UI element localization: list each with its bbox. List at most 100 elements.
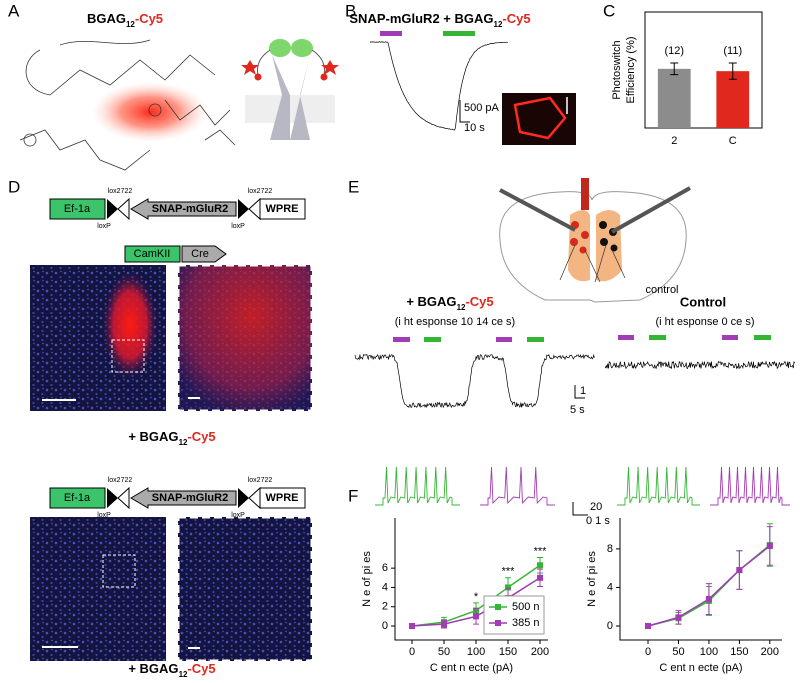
scale-label: 1 <box>580 385 586 397</box>
x-tick-label: 100 <box>700 646 718 658</box>
marker <box>705 596 712 603</box>
x-tick-label: 200 <box>531 646 549 658</box>
gene-label: SNAP-mGluR2 <box>152 203 228 215</box>
marker <box>537 562 544 569</box>
spike-train <box>480 466 555 506</box>
inset-box <box>111 339 145 373</box>
linker <box>257 49 325 76</box>
probe-label: BGAG12-Cy5 <box>87 11 163 28</box>
marker <box>736 567 743 574</box>
significance: * <box>474 591 479 603</box>
current-trace <box>369 41 508 131</box>
y-axis-label: N e of pi es <box>361 551 373 607</box>
promoter-label: Ef-1a <box>64 203 91 215</box>
x-tick-label: 200 <box>761 646 779 658</box>
marker <box>505 584 512 591</box>
green-light <box>443 31 475 36</box>
label-dye: -Cy5 <box>187 661 215 676</box>
scale-label: 5 s <box>570 404 585 416</box>
wpre <box>259 487 306 509</box>
legend-label: 385 n <box>512 617 540 629</box>
n-label: (11) <box>723 45 742 57</box>
x-tick-label: 2 <box>671 135 677 147</box>
marker <box>675 614 682 621</box>
x-axis-label: C ent n ecte (pA) <box>659 662 742 674</box>
bar <box>716 71 750 128</box>
scale-label: 20 <box>590 501 602 513</box>
condition-title: Control <box>680 294 726 309</box>
zoom-image <box>178 517 312 661</box>
fluorophore <box>241 60 339 75</box>
n-label: (12) <box>664 45 684 57</box>
wpre <box>259 198 306 220</box>
label-part: BGAG <box>87 11 126 26</box>
probe-label: SNAP-mGluR2 + BGAG12-Cy5 <box>349 11 530 28</box>
photocurrent-trace <box>354 353 595 409</box>
ligand <box>254 73 262 81</box>
label-part: + BGAG <box>406 294 456 309</box>
marker <box>766 542 773 549</box>
wpre-label: WPRE <box>266 492 299 504</box>
lox-label: lox2722 <box>108 477 133 484</box>
scale-bar <box>459 100 470 123</box>
legend-label: 500 n <box>512 601 540 613</box>
label-subscript: 12 <box>179 670 188 679</box>
lox-label: lox2722 <box>248 477 273 484</box>
scale-label: 500 pA <box>464 102 500 114</box>
label-part: SNAP-mGluR2 + BGAG <box>349 11 493 26</box>
receptor <box>270 55 310 140</box>
gene-label: Cre <box>191 248 209 260</box>
loxp-label: loxP <box>231 512 245 519</box>
label-subscript: 12 <box>494 20 503 29</box>
expression <box>102 270 158 380</box>
probe-label: + BGAG12-Cy5 <box>406 294 493 311</box>
zoom-frame <box>176 515 314 663</box>
cell-membrane <box>513 96 567 140</box>
label-dye: -Cy5 <box>502 11 530 26</box>
label-subscript: 12 <box>457 303 466 312</box>
panel-label: F <box>348 486 358 505</box>
x-tick-label: 0 <box>409 646 415 658</box>
marker <box>441 621 448 628</box>
x-tick-label: C <box>729 135 737 147</box>
probe-label: + BGAG12-Cy5 <box>128 661 215 678</box>
gene-label: SNAP-mGluR2 <box>152 492 228 504</box>
label-dye: -Cy5 <box>135 11 163 26</box>
ligand <box>320 73 328 81</box>
panel-label: E <box>348 177 359 196</box>
lox-label: lox2722 <box>108 188 133 195</box>
control-trace <box>604 360 796 370</box>
note: (i ht esponse 0 ce s) <box>655 316 754 328</box>
plot-frame <box>644 11 763 129</box>
loxp-label: loxP <box>231 223 245 230</box>
loxp-label: loxP <box>97 512 111 519</box>
loxp-label: loxP <box>97 223 111 230</box>
panel-label: A <box>8 1 20 20</box>
x-tick-label: 50 <box>672 646 684 658</box>
electrode <box>499 186 691 234</box>
y-axis-label: Photoswitch <box>611 40 623 99</box>
snap-tag <box>291 39 313 57</box>
gene <box>181 245 227 263</box>
y-tick-label: 0 <box>382 620 388 632</box>
marker <box>537 574 544 581</box>
syringe <box>581 178 589 210</box>
promoter <box>49 487 106 509</box>
lox-label: lox2722 <box>248 188 273 195</box>
promoter <box>49 198 106 220</box>
label-dye: -Cy5 <box>187 429 215 444</box>
scale-label: 0 1 s <box>586 515 610 527</box>
y-axis-label: N e of pi es <box>586 551 598 607</box>
legend-box <box>483 595 545 635</box>
panel-label: C <box>603 1 615 20</box>
inset-box <box>102 554 136 588</box>
y-axis-label: Efficiency (%) <box>625 36 637 103</box>
error-bar <box>728 62 737 80</box>
panel-label: D <box>8 177 20 196</box>
snap-tag <box>269 39 291 57</box>
marker <box>473 613 480 620</box>
y-tick-label: 0 <box>607 620 613 632</box>
axes <box>619 518 782 641</box>
spike-train <box>375 466 460 506</box>
